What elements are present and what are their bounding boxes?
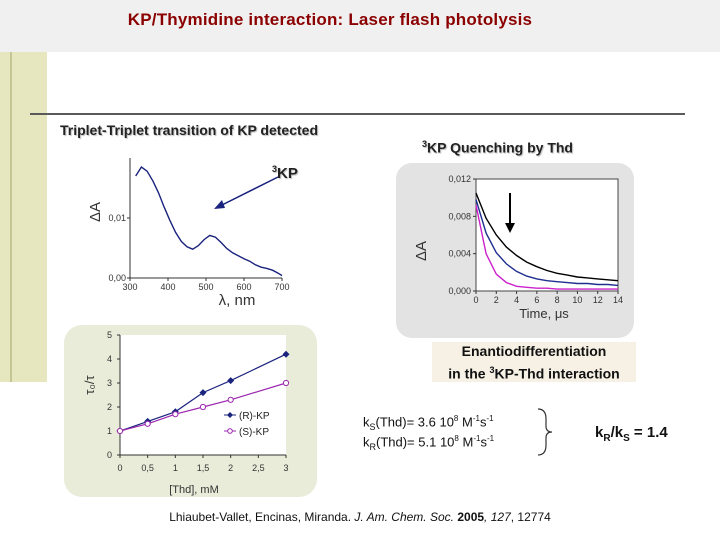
decay-x-tick-label: 8 <box>555 295 560 305</box>
sv-point-s <box>227 396 234 403</box>
sv-x-tick-label: 0,5 <box>141 463 154 473</box>
decay-trace-2 <box>475 199 619 287</box>
quench-arrow-head <box>505 223 515 233</box>
sv-x-axis-label: [Thd], mM <box>169 484 219 496</box>
sv-x-tick-label: 2 <box>228 463 233 473</box>
spectrum-series-line <box>135 165 283 277</box>
rate-ratio: kR/kS = 1.4 <box>595 424 668 444</box>
spectrum-x-tick-label: 300 <box>122 282 137 292</box>
right-brace <box>537 408 553 456</box>
sv-legend-marker <box>227 428 233 434</box>
arrow-line <box>215 176 279 209</box>
decay-x-tick-label: 12 <box>593 295 603 305</box>
quenching-label: 3KP Quenching by Thd <box>422 139 573 156</box>
sv-point-s <box>282 379 290 387</box>
decay-plot-area <box>475 178 619 292</box>
citation: Lhiaubet-Vallet, Encinas, Miranda. J. Am… <box>169 510 551 524</box>
sv-series-line-1 <box>119 353 287 432</box>
title-band <box>0 0 720 52</box>
sv-x-tick-label: 2,5 <box>252 463 265 473</box>
left-accent-line <box>10 52 12 382</box>
spectrum-y-tick-label: 0,01 <box>108 213 126 223</box>
spectrum-x-tick-label: 600 <box>236 282 251 292</box>
decay-x-tick-label: 4 <box>514 295 519 305</box>
sv-point-s <box>144 420 151 427</box>
sv-y-tick-label: 0 <box>107 450 112 460</box>
enant-line-2: in the 3KP-Thd interaction <box>448 365 620 382</box>
decay-chart: 0 2 4 6 8 10 12 14 0,000 0,004 0,008 0,012 Time, μs… <box>413 174 623 321</box>
sv-series-line-2 <box>119 382 287 432</box>
header-divider <box>30 113 685 115</box>
decay-x-tick-label: 2 <box>494 295 499 305</box>
sv-point-s <box>116 427 124 435</box>
sv-y-tick-label: 4 <box>107 354 112 364</box>
sv-y-tick-label: 1 <box>107 426 112 436</box>
decay-x-tick-label: 0 <box>473 295 478 305</box>
spectrum-x-axis-label: λ, nm <box>219 292 256 309</box>
enantiodifferentiation-box: Enantiodifferentiation in the 3KP-Thd in… <box>432 342 636 382</box>
slide-title: KP/Thymidine interaction: Laser flash ph… <box>127 10 533 29</box>
sv-point-s <box>199 403 207 411</box>
left-accent-bar <box>0 52 47 382</box>
enant-line-1: Enantiodifferentiation <box>461 343 607 359</box>
sv-x-tick-label: 1,5 <box>197 463 210 473</box>
sv-y-tick-label: 5 <box>107 330 112 340</box>
sv-point-r <box>282 350 290 358</box>
sv-point-r <box>199 389 207 397</box>
sv-legend-label: (S)-KP <box>239 427 269 438</box>
sv-y-axis-label: τ₀/τ <box>82 374 97 394</box>
rate-constant-s: kS(Thd)= 3.6 108 M-1s-1 <box>363 414 494 432</box>
decay-y-tick-label: 0,004 <box>448 249 471 259</box>
triplet-transition-label: Triplet-Triplet transition of KP detecte… <box>60 122 318 138</box>
decay-y-axis-label: ΔA <box>413 241 430 261</box>
rate-constant-r: kR(Thd)= 5.1 108 M-1s-1 <box>363 434 495 452</box>
sv-x-tick-label: 0 <box>117 463 122 473</box>
sv-legend-marker <box>227 412 233 418</box>
stern-volmer-chart: 0 0,5 1 1,5 2 2,5 3 0 1 2 3 4 5 (R)-KP (S)-KP [Thd], … <box>82 330 290 496</box>
decay-x-axis-label: Time, μs <box>519 306 569 321</box>
sv-point-r <box>227 377 235 385</box>
sv-x-tick-label: 1 <box>173 463 178 473</box>
spectrum-chart: 300 400 500 600 700 0,00 0,01 λ, nm ΔA <box>87 158 290 309</box>
spectrum-y-axis-label: ΔA <box>87 202 104 222</box>
sv-y-tick-label: 3 <box>107 378 112 388</box>
decay-trace-1 <box>475 192 619 282</box>
sv-y-tick-label: 2 <box>107 402 112 412</box>
sv-point-s <box>172 411 179 418</box>
arrow-head <box>214 200 225 209</box>
decay-trace-3 <box>475 204 618 290</box>
decay-y-tick-label: 0,000 <box>448 286 471 296</box>
spectrum-x-tick-label: 400 <box>160 282 175 292</box>
sv-x-tick-label: 3 <box>283 463 288 473</box>
decay-x-tick-label: 10 <box>572 295 582 305</box>
spectrum-x-tick-label: 700 <box>274 282 289 292</box>
decay-y-tick-label: 0,012 <box>448 174 471 184</box>
decay-x-tick-label: 6 <box>534 295 539 305</box>
spectrum-y-tick-label: 0,00 <box>108 273 126 283</box>
sv-legend-label: (R)-KP <box>239 411 270 422</box>
kp-label: 3KP <box>272 164 298 182</box>
spectrum-x-tick-label: 500 <box>198 282 213 292</box>
decay-x-tick-label: 14 <box>613 295 623 305</box>
decay-y-tick-label: 0,008 <box>448 211 471 221</box>
